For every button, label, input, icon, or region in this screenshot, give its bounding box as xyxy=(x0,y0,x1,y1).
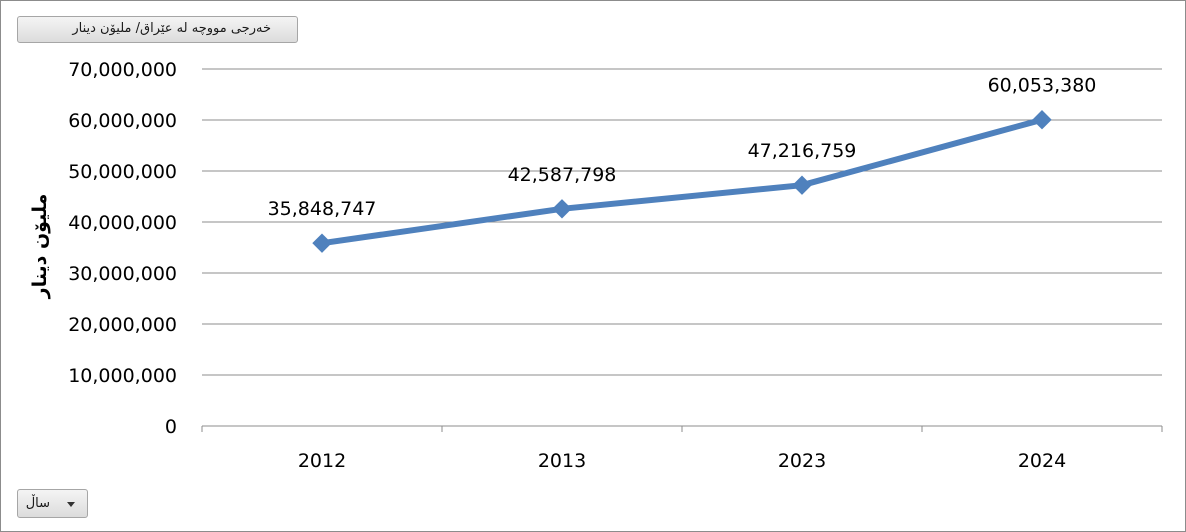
series-line xyxy=(319,116,1045,247)
data-label: 42,587,798 xyxy=(508,164,617,186)
x-tick-labels: 2012 2013 2023 2024 xyxy=(298,450,1066,472)
x-tick-label: 2013 xyxy=(538,450,586,472)
y-tick-label: 30,000,000 xyxy=(68,263,177,285)
axis-field-button[interactable]: ساڵ xyxy=(17,489,88,518)
data-point-marker xyxy=(792,175,812,195)
y-tick-label: 70,000,000 xyxy=(68,59,177,81)
y-tick-labels: 0 10,000,000 20,000,000 30,000,000 40,000,00… xyxy=(68,59,177,438)
y-tick-label: 10,000,000 xyxy=(68,365,177,387)
x-tick-label: 2023 xyxy=(778,450,826,472)
y-tick-label: 50,000,000 xyxy=(68,161,177,183)
data-label: 35,848,747 xyxy=(268,198,377,220)
gridlines xyxy=(202,68,1162,376)
data-point-marker xyxy=(312,233,332,253)
x-tick-label: 2012 xyxy=(298,450,346,472)
axes xyxy=(201,425,1163,432)
data-label: 47,216,759 xyxy=(748,140,857,162)
value-field-button[interactable]: خەرجی مووچە لە عێراق/ ملیۆن دینار xyxy=(17,16,298,43)
data-labels: 35,848,747 42,587,798 47,216,759 60,053,380 xyxy=(268,75,1097,220)
chevron-down-icon[interactable] xyxy=(67,502,75,507)
y-tick-label: 60,000,000 xyxy=(68,110,177,132)
data-point-marker xyxy=(552,199,572,219)
y-axis-title: ملیۆن دینار xyxy=(29,194,51,300)
data-point-marker xyxy=(1032,110,1052,130)
y-tick-label: 20,000,000 xyxy=(68,314,177,336)
value-field-label: خەرجی مووچە لە عێراق/ ملیۆن دینار xyxy=(72,21,271,36)
series xyxy=(312,110,1052,253)
axis-field-label: ساڵ xyxy=(25,496,50,511)
y-tick-label: 40,000,000 xyxy=(68,212,177,234)
data-label: 60,053,380 xyxy=(988,75,1097,97)
y-tick-label: 0 xyxy=(165,416,177,438)
x-tick-label: 2024 xyxy=(1018,450,1066,472)
